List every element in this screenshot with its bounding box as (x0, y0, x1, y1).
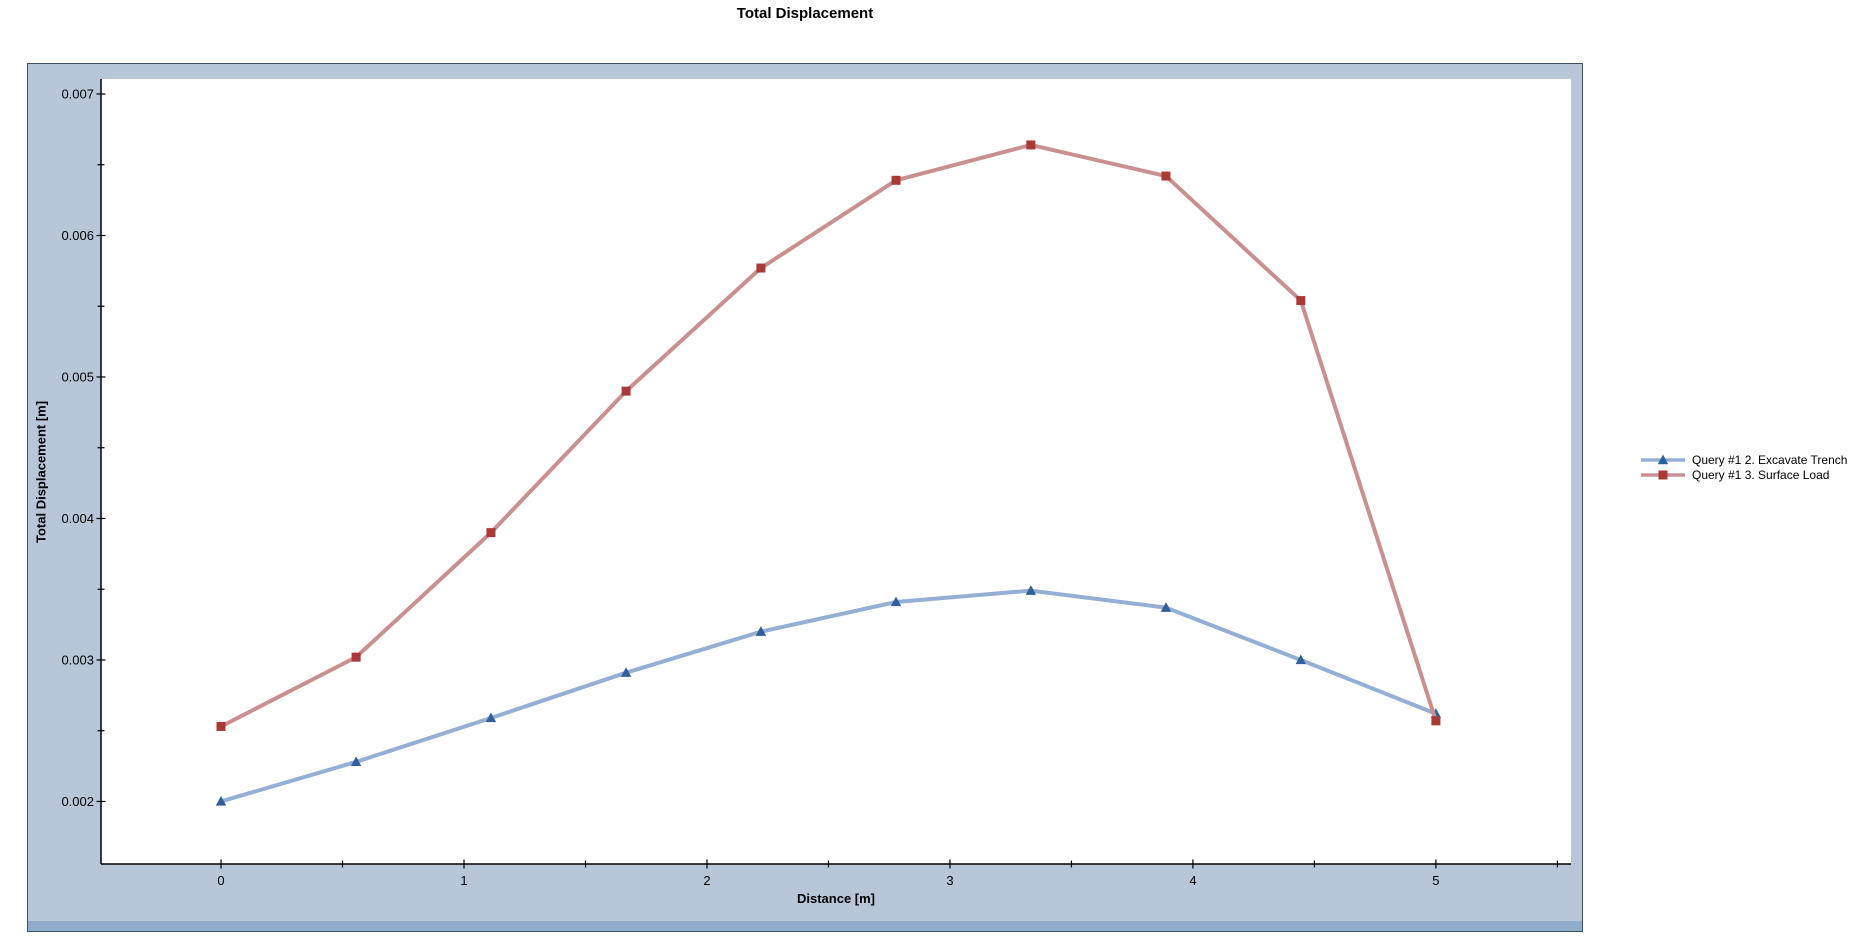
legend-line-square-icon (1641, 470, 1685, 479)
svg-text:5: 5 (1432, 873, 1439, 888)
panel-bottom-strip (28, 921, 1582, 931)
legend-label: Query #1 2. Excavate Trench (1692, 452, 1848, 467)
chart-panel: 0 1 2 3 4 5 0.002 0.003 0.004 0.005 0.006 0.007 Tot… (27, 63, 1583, 932)
svg-text:0.002: 0.002 (61, 794, 94, 809)
plot-background (101, 79, 1571, 864)
legend-item-excavate-trench[interactable]: Query #1 2. Excavate Trench (1640, 452, 1847, 467)
y-tick-labels: 0.002 0.003 0.004 0.005 0.006 0.007 (61, 86, 94, 808)
svg-text:0.005: 0.005 (61, 369, 94, 384)
plot-area[interactable]: 0 1 2 3 4 5 0.002 0.003 0.004 0.005 0.006 0.007 (28, 64, 1582, 921)
series-excavate-trench[interactable] (215, 585, 1442, 806)
svg-text:1: 1 (460, 873, 467, 888)
svg-text:0.006: 0.006 (61, 228, 94, 243)
chart-title: Total Displacement (736, 5, 874, 22)
svg-text:3: 3 (946, 873, 953, 888)
svg-text:0.007: 0.007 (61, 86, 94, 101)
svg-text:0: 0 (217, 873, 224, 888)
legend-item-surface-load[interactable]: Query #1 3. Surface Load (1640, 467, 1847, 482)
svg-text:0.003: 0.003 (61, 652, 94, 667)
legend: Query #1 2. Excavate Trench Query #1 3. … (1640, 452, 1847, 482)
series-surface-load[interactable] (216, 140, 1441, 731)
svg-text:0.004: 0.004 (61, 511, 94, 526)
svg-text:2: 2 (703, 873, 710, 888)
svg-text:4: 4 (1189, 873, 1196, 888)
y-axis-label: Total Displacement [m] (33, 400, 49, 543)
legend-label: Query #1 3. Surface Load (1692, 467, 1830, 482)
x-axis-label: Distance [m] (796, 891, 876, 906)
x-tick-labels: 0 1 2 3 4 5 (217, 873, 1439, 888)
legend-line-triangle-icon (1641, 454, 1685, 464)
